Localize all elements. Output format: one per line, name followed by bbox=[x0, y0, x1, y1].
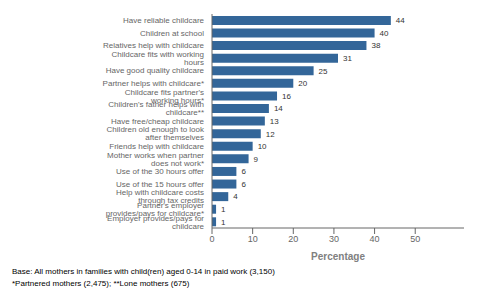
svg-text:Relatives help with childcare: Relatives help with childcare bbox=[103, 41, 204, 50]
svg-text:25: 25 bbox=[319, 67, 328, 76]
svg-text:Children at school: Children at school bbox=[140, 29, 204, 38]
svg-text:10: 10 bbox=[258, 142, 267, 151]
svg-text:Childcare fits partner'sworkin: Childcare fits partner'sworking hours* bbox=[125, 88, 204, 105]
svg-text:10: 10 bbox=[248, 234, 258, 244]
svg-text:Have free/cheap childcare: Have free/cheap childcare bbox=[111, 117, 204, 126]
svg-text:14: 14 bbox=[274, 104, 283, 113]
svg-text:12: 12 bbox=[266, 130, 275, 139]
svg-text:20: 20 bbox=[298, 79, 307, 88]
svg-text:6: 6 bbox=[241, 180, 246, 189]
svg-text:Mother works when partnerdoes: Mother works when partnerdoes not work* bbox=[107, 151, 204, 168]
svg-text:Help with childcare coststhrou: Help with childcare coststhrough tax cre… bbox=[116, 188, 204, 205]
svg-text:31: 31 bbox=[343, 54, 352, 63]
svg-text:Have reliable childcare: Have reliable childcare bbox=[123, 16, 204, 25]
svg-text:40: 40 bbox=[380, 29, 389, 38]
svg-text:50: 50 bbox=[410, 234, 420, 244]
svg-text:1: 1 bbox=[221, 218, 226, 227]
svg-text:13: 13 bbox=[270, 117, 279, 126]
svg-text:Have good quality childcare: Have good quality childcare bbox=[106, 66, 205, 75]
svg-text:16: 16 bbox=[282, 92, 291, 101]
svg-text:6: 6 bbox=[241, 167, 246, 176]
svg-text:Percentage: Percentage bbox=[311, 251, 365, 262]
svg-text:38: 38 bbox=[371, 41, 380, 50]
svg-text:Children old enough to lookaft: Children old enough to lookafter themsel… bbox=[107, 125, 205, 142]
svg-text:4: 4 bbox=[233, 192, 238, 201]
svg-text:40: 40 bbox=[370, 234, 380, 244]
svg-text:Use of the 15 hours offer: Use of the 15 hours offer bbox=[116, 180, 204, 189]
svg-text:Friends help with childcare: Friends help with childcare bbox=[109, 142, 204, 151]
svg-text:20: 20 bbox=[288, 234, 298, 244]
svg-text:1: 1 bbox=[221, 205, 226, 214]
svg-text:9: 9 bbox=[254, 155, 259, 164]
svg-text:44: 44 bbox=[396, 16, 405, 25]
svg-text:Use of the 30 hours offer: Use of the 30 hours offer bbox=[116, 167, 204, 176]
svg-text:30: 30 bbox=[329, 234, 339, 244]
svg-text:Childcare fits with workinghou: Childcare fits with workinghours bbox=[112, 50, 204, 67]
svg-text:0: 0 bbox=[209, 234, 214, 244]
svg-text:Partner helps with childcare*: Partner helps with childcare* bbox=[103, 79, 204, 88]
